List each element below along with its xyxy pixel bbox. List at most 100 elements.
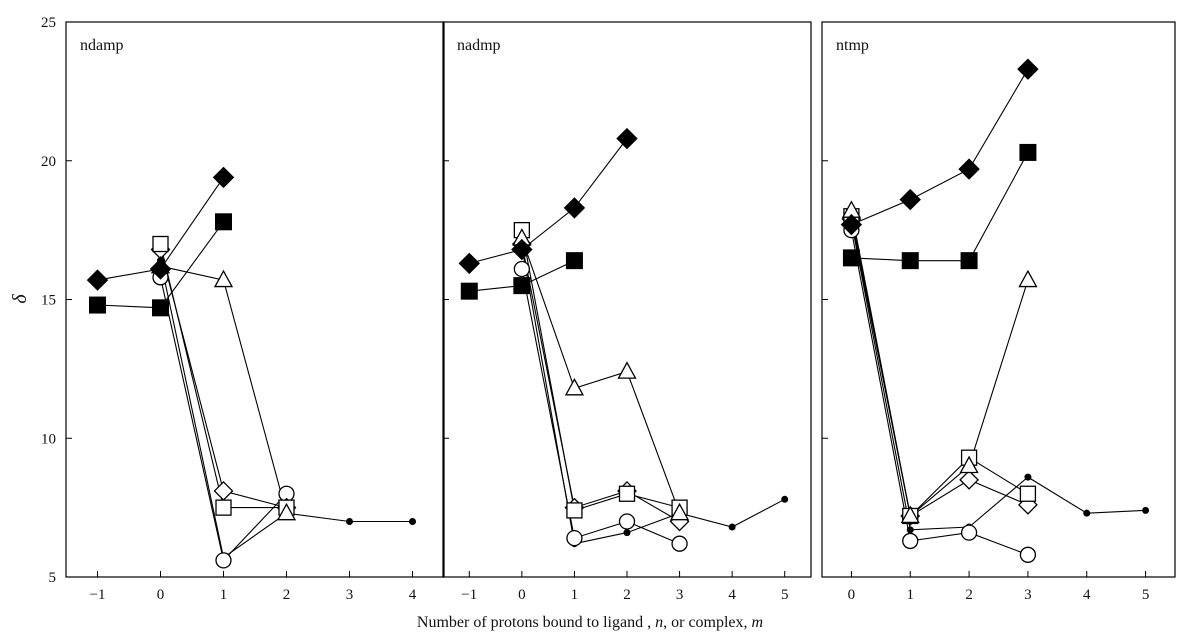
marker-open-square-0-3-0 (152, 235, 169, 253)
marker-small-dot-2-6-5 (1142, 506, 1150, 514)
x-tick-label: −1 (90, 587, 106, 603)
marker-filled-square-2-1-3 (1019, 143, 1037, 161)
marker-filled-diamond-0-0-1 (149, 258, 172, 280)
x-tick-label: 1 (571, 587, 579, 603)
marker-open-triangle-2-2-3 (1018, 269, 1038, 288)
x-tick-label: 2 (965, 587, 973, 603)
x-tick-label: 4 (728, 587, 736, 603)
marker-open-square-1-3-2 (618, 485, 636, 502)
marker-filled-square-2-1-0 (842, 249, 860, 267)
panel-ndamp: 5 10 15 20 25 −1 0 1 2 3 4 ndamp (41, 15, 445, 603)
series-line-filled-diamond (851, 68, 1029, 226)
x-axis-title: Number of protons bound to ligand , n, o… (417, 614, 763, 631)
marker-filled-diamond-0-0-2 (212, 166, 235, 189)
marker-small-dot-2-6-3 (1024, 473, 1032, 481)
marker-open-circle-1-5-0 (513, 260, 531, 278)
panel-label: ntmp (836, 37, 869, 54)
x-tick-label: 4 (1083, 587, 1091, 603)
x-tick-label: 2 (623, 587, 631, 603)
series-line-open-diamond (850, 218, 1029, 517)
marker-open-triangle-1-2-2 (617, 361, 637, 379)
marker-open-circle-2-5-1 (902, 532, 919, 550)
x-tick-label: 3 (676, 587, 684, 603)
x-tick-label: 1 (907, 587, 915, 603)
marker-open-square-2-3-3 (1019, 485, 1037, 502)
marker-open-circle-2-5-3 (1019, 546, 1037, 563)
marker-open-circle-1-5-2 (618, 513, 636, 530)
x-tick-label: 5 (781, 587, 789, 603)
panel-ntmp: 0 1 2 3 4 5 ntmp (821, 21, 1176, 603)
x-tick-label: 0 (157, 587, 165, 603)
marker-open-circle-2-5-2 (960, 524, 978, 541)
series-line-open-square (521, 229, 680, 512)
y-axis-label: δ (9, 294, 31, 304)
marker-filled-square-0-1-2 (215, 213, 232, 231)
x-axis-title-prefix: Number of protons bound to ligand , (417, 614, 655, 631)
series-line-filled-square (851, 152, 1029, 262)
marker-filled-square-1-1-1 (513, 277, 531, 295)
marker-filled-square-2-1-1 (901, 252, 919, 270)
x-tick-label: 0 (848, 587, 856, 603)
marker-open-triangle-1-2-1 (564, 377, 585, 396)
marker-filled-diamond-0-0-0 (86, 269, 109, 291)
marker-small-dot-1-6-4 (728, 523, 736, 531)
series-line-open-circle (850, 229, 1029, 556)
x-tick-label: 3 (346, 587, 354, 603)
panel-label: ndamp (80, 37, 124, 54)
marker-open-triangle-2-2-2 (959, 455, 979, 474)
marker-filled-square-0-1-1 (152, 299, 169, 317)
x-axis-title-n: n (655, 614, 663, 631)
series-line-small-dot (850, 221, 1146, 531)
marker-small-dot-2-6-4 (1083, 509, 1091, 517)
series-line-open-circle (159, 277, 287, 562)
y-tick-label: 10 (41, 431, 56, 447)
series-line-open-circle (521, 268, 680, 545)
marker-small-dot-0-6-3 (346, 518, 353, 525)
marker-open-diamond-0-4-1 (213, 481, 234, 501)
marker-small-dot-2-6-1 (906, 526, 914, 534)
marker-open-circle-1-5-3 (671, 535, 688, 552)
x-axis-title-middle: , or complex, (663, 614, 751, 631)
marker-small-dot-1-6-2 (623, 529, 631, 537)
marker-small-dot-0-6-4 (409, 518, 416, 525)
marker-open-circle-1-5-1 (566, 530, 583, 547)
x-tick-label: 5 (1142, 587, 1150, 603)
marker-open-triangle-0-2-2 (276, 502, 297, 521)
series-line-open-triangle (850, 210, 1029, 518)
series-line-open-diamond (159, 249, 287, 509)
marker-filled-diamond-2-0-0 (840, 213, 863, 236)
marker-filled-square-0-1-0 (89, 296, 106, 314)
panel-frame (65, 21, 445, 578)
x-tick-label: 4 (409, 587, 417, 603)
marker-filled-square-2-1-2 (960, 252, 978, 270)
marker-filled-diamond-1-0-0 (458, 252, 480, 275)
series-line-small-dot (521, 246, 785, 545)
marker-filled-diamond-2-0-2 (958, 158, 980, 180)
marker-open-square-1-3-1 (566, 502, 583, 519)
series-line-open-triangle (160, 265, 288, 514)
marker-filled-diamond-2-0-3 (1017, 58, 1039, 80)
x-tick-label: 3 (1024, 587, 1032, 603)
marker-open-triangle-1-2-3 (669, 502, 690, 521)
panel-label: nadmp (457, 37, 501, 54)
series-line-open-diamond (521, 243, 680, 522)
x-tick-label: 0 (518, 587, 526, 603)
x-tick-label: −1 (461, 587, 477, 603)
series-line-open-square (850, 216, 1029, 518)
x-axis-title-m: m (752, 614, 764, 631)
x-tick-label: 2 (283, 587, 291, 603)
marker-filled-diamond-1-0-3 (616, 127, 638, 150)
series-line-filled-diamond (469, 138, 628, 264)
marker-filled-square-1-1-0 (460, 282, 478, 300)
panel-nadmp: −1 0 1 2 3 4 5 nadmp (442, 21, 812, 603)
y-tick-label: 15 (41, 293, 56, 309)
marker-open-square-0-3-1 (215, 499, 232, 516)
y-tick-label: 5 (49, 570, 57, 586)
y-tick-label: 25 (41, 15, 56, 31)
marker-open-diamond-2-4-2 (959, 469, 980, 490)
marker-open-circle-0-5-1 (215, 552, 232, 569)
marker-filled-diamond-2-0-1 (899, 188, 921, 211)
panel-frame (821, 21, 1176, 578)
